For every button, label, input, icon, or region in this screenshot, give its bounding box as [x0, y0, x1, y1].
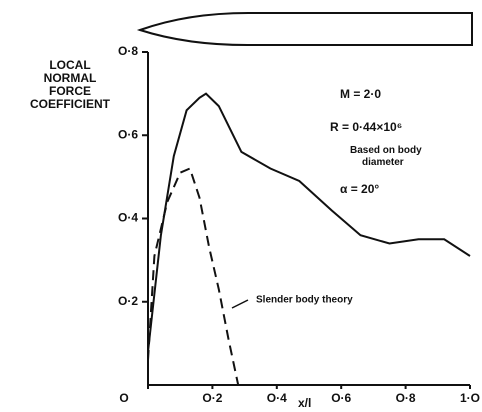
x-tick-label: O — [119, 391, 128, 405]
data-line — [147, 167, 240, 386]
y-label-line: LOCAL NORMAL FORCE COEFFICIENT — [30, 58, 111, 111]
x-tick-label: O·2 — [202, 391, 222, 405]
data-line — [147, 92, 471, 352]
y-tick-label: O·2 — [118, 294, 138, 308]
annotation: Based on body diameter — [350, 145, 422, 168]
y-label: LOCAL NORMAL FORCE COEFFICIENT — [30, 58, 111, 111]
x-tick-label: 1·O — [460, 391, 480, 405]
annotation: R = 0·44×10⁶ — [330, 120, 402, 134]
x-label: x/l — [298, 396, 311, 410]
y-tick-label: O·8 — [118, 44, 138, 58]
y-tick-label: O·6 — [118, 127, 138, 141]
y-tick-label: O·4 — [118, 211, 138, 225]
annotation: M = 2·0 — [340, 87, 381, 101]
body-outline — [136, 11, 473, 47]
x-tick-label: O·8 — [396, 391, 416, 405]
series-label: Slender body theory — [256, 295, 353, 306]
annotation-arrow — [231, 299, 249, 309]
annotation: α = 20° — [340, 182, 379, 196]
x-tick-label: O·4 — [267, 391, 287, 405]
x-tick-label: O·6 — [331, 391, 351, 405]
